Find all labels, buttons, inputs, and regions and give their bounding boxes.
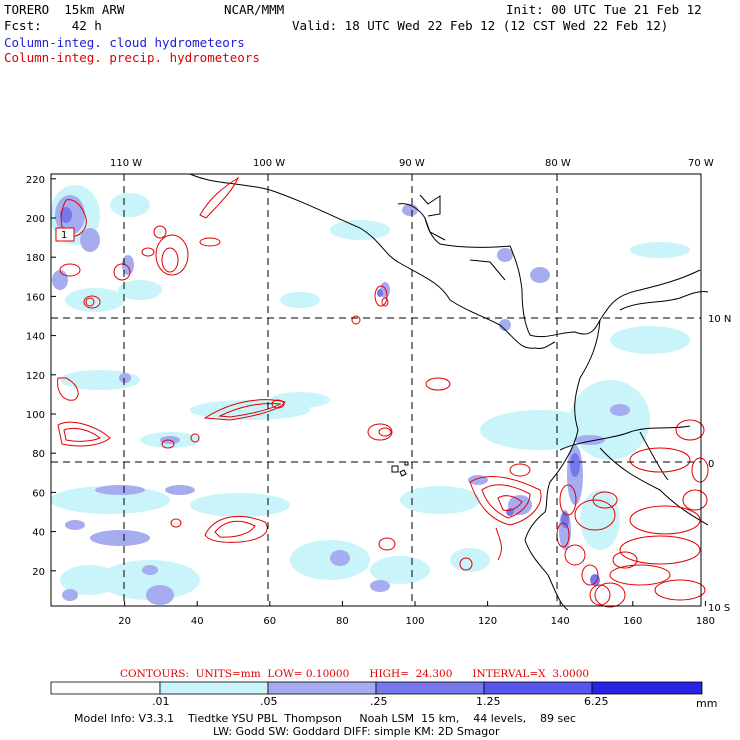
x-tick-label: 140 [551, 616, 570, 627]
y-tick-label: 160 [26, 292, 45, 303]
lat-label-10s: 10 S [708, 603, 730, 614]
colorbar-segment [591, 681, 703, 695]
x-tick-labels: 2040608010012014016018020022024026028030… [118, 616, 715, 627]
colorbar-unit: mm [696, 697, 718, 710]
x-tick-label: 120 [478, 616, 497, 627]
x-tick-label: 100 [405, 616, 424, 627]
colorbar-label-0: .01 [152, 695, 170, 708]
x-tick-label: 40 [191, 616, 204, 627]
lon-label-70w: 70 W [688, 158, 714, 169]
y-tick-label: 40 [32, 528, 45, 539]
legend-cloud-hydrometeors: Column-integ. cloud hydrometeors [4, 35, 245, 50]
x-tick-label: 80 [336, 616, 349, 627]
lat-lon-grid [51, 174, 701, 606]
y-tick-label: 20 [32, 567, 45, 578]
y-tick-label: 200 [26, 214, 45, 225]
y-tick-label: 60 [32, 488, 45, 499]
colorbar-segment [375, 681, 485, 695]
x-tick-label: 20 [118, 616, 131, 627]
forecast-hour: Fcst: 42 h [4, 18, 102, 33]
lat-label-10n: 10 N [708, 314, 731, 325]
lat-label-0: 0 [708, 459, 714, 470]
colorbar-segment [50, 681, 161, 695]
valid-time: Valid: 18 UTC Wed 22 Feb 12 (12 CST Wed … [292, 18, 669, 33]
y-tick-label: 140 [26, 332, 45, 343]
x-tick-label: 60 [263, 616, 276, 627]
organization-label: NCAR/MMM [224, 2, 285, 17]
lon-label-110w: 110 W [110, 158, 142, 169]
y-tick-label: 180 [26, 253, 45, 264]
precip-hydrometeor-contours [57, 176, 709, 608]
y-tick-labels: 20 40 60 80 100 120 140 160 180 200 220 [26, 175, 45, 578]
legend-precip-hydrometeors: Column-integ. precip. hydrometeors [4, 50, 260, 65]
colorbar-label-4: 6.25 [584, 695, 609, 708]
map-frame [50, 173, 702, 607]
coastlines [189, 173, 709, 611]
nest-box [55, 227, 75, 242]
y-tick-label: 220 [26, 175, 45, 186]
colorbar-label-2: .25 [370, 695, 388, 708]
y-tick-label: 100 [26, 410, 45, 421]
init-time: Init: 00 UTC Tue 21 Feb 12 [506, 2, 702, 17]
y-tick-label: 80 [32, 449, 45, 460]
x-tick-label: 180 [696, 616, 715, 627]
axis-tick-marks [51, 178, 706, 606]
colorbar-label-1: .05 [260, 695, 278, 708]
colorbar [50, 681, 703, 695]
model-info-line1: Model Info: V3.3.1 Tiedtke YSU PBL Thomp… [74, 712, 577, 725]
cloud-hydrometeor-shading [50, 185, 690, 605]
colorbar-segment [483, 681, 593, 695]
colorbar-label-3: 1.25 [476, 695, 501, 708]
lon-label-100w: 100 W [253, 158, 285, 169]
model-title: TORERO 15km ARW [4, 2, 125, 17]
contours-info: CONTOURS: UNITS=mm LOW= 0.10000 HIGH= 24… [120, 668, 590, 680]
colorbar-segment [159, 681, 269, 695]
x-tick-label: 160 [623, 616, 642, 627]
lon-label-90w: 90 W [399, 158, 425, 169]
colorbar-segment [267, 681, 377, 695]
lon-label-80w: 80 W [545, 158, 571, 169]
nest-box-label: 1 [61, 230, 67, 241]
y-tick-label: 120 [26, 371, 45, 382]
model-info-line2: LW: Godd SW: Goddard DIFF: simple KM: 2D… [213, 725, 500, 738]
